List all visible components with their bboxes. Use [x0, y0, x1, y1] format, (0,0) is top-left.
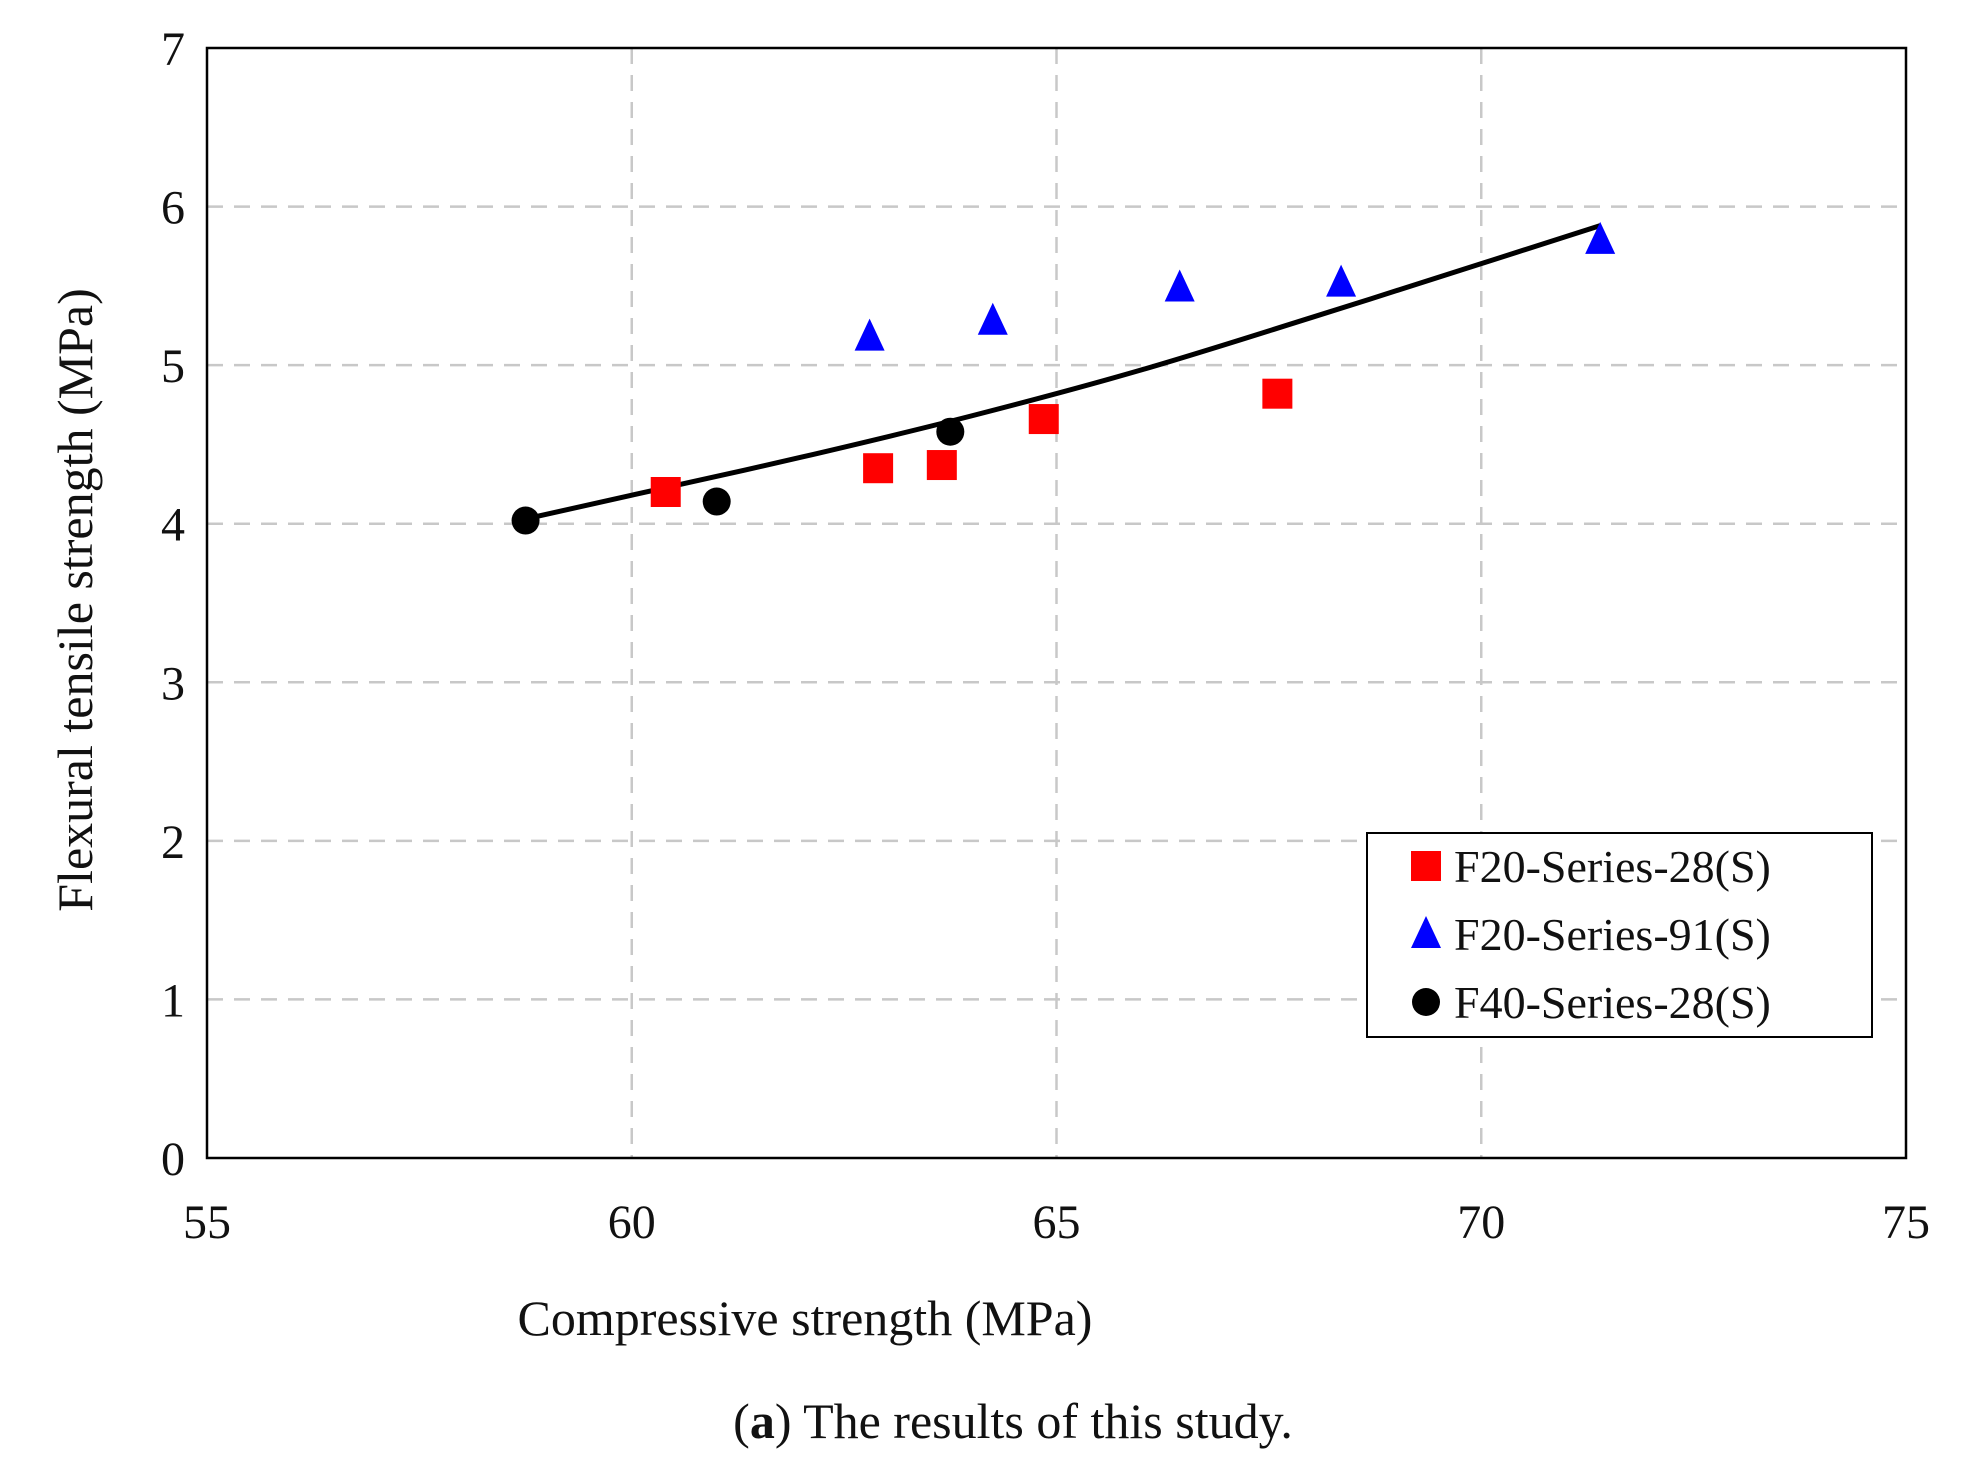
legend: F20-Series-28(S) F20-Series-91(S) F40-Seri… [1366, 832, 1873, 1038]
data-markers [511, 221, 1616, 535]
x-tick-label: 65 [1033, 1196, 1081, 1249]
legend-marker-circle [1412, 988, 1440, 1016]
data-point-square [926, 450, 957, 481]
caption-open: ( [733, 1393, 750, 1449]
data-point-triangle [1164, 269, 1195, 302]
data-point-square [1028, 404, 1059, 435]
plot-frame [205, 46, 1908, 1160]
data-point-square [650, 477, 681, 507]
data-point-circle [936, 417, 965, 446]
legend-marker-triangle [1411, 916, 1441, 948]
data-point-triangle [1585, 221, 1616, 254]
y-axis-title: Flexural tensile strength (MPa) [47, 288, 103, 912]
axis-ticks: 55 60 65 70 75 0 1 2 3 4 5 6 7 [161, 23, 1930, 1249]
x-tick-label: 70 [1457, 1196, 1505, 1249]
data-point-circle [702, 487, 731, 516]
x-tick-label: 60 [608, 1196, 656, 1249]
data-point-square [1262, 378, 1293, 409]
data-point-square [863, 453, 894, 484]
caption-close: ) [775, 1393, 792, 1449]
y-tick-label: 3 [161, 657, 185, 710]
legend-box [1366, 832, 1873, 1038]
y-tick-label: 7 [161, 23, 185, 76]
data-point-triangle [854, 318, 885, 351]
legend-marker-square [1411, 851, 1441, 881]
y-tick-label: 4 [161, 499, 185, 552]
x-tick-label: 55 [183, 1196, 231, 1249]
legend-items: F20-Series-28(S) F20-Series-91(S) F40-Seri… [1411, 841, 1771, 1028]
y-tick-label: 2 [161, 816, 185, 869]
caption-label: a [750, 1393, 775, 1449]
caption-text: The results of this study. [791, 1393, 1292, 1449]
figure-caption: (a) The results of this study. [733, 1393, 1293, 1449]
y-tick-label: 6 [161, 182, 185, 235]
data-point-triangle [1326, 264, 1357, 297]
y-tick-label: 5 [161, 340, 185, 393]
grid-lines [207, 48, 1906, 1158]
data-point-triangle [977, 302, 1008, 335]
x-tick-label: 75 [1882, 1196, 1930, 1249]
x-axis-title: Compressive strength (MPa) [518, 1290, 1093, 1346]
data-point-circle [511, 506, 540, 535]
legend-label: F20-Series-91(S) [1454, 909, 1771, 960]
y-tick-label: 1 [161, 974, 185, 1027]
legend-label: F20-Series-28(S) [1454, 841, 1771, 892]
legend-label: F40-Series-28(S) [1454, 977, 1771, 1028]
y-tick-label: 0 [161, 1133, 185, 1186]
